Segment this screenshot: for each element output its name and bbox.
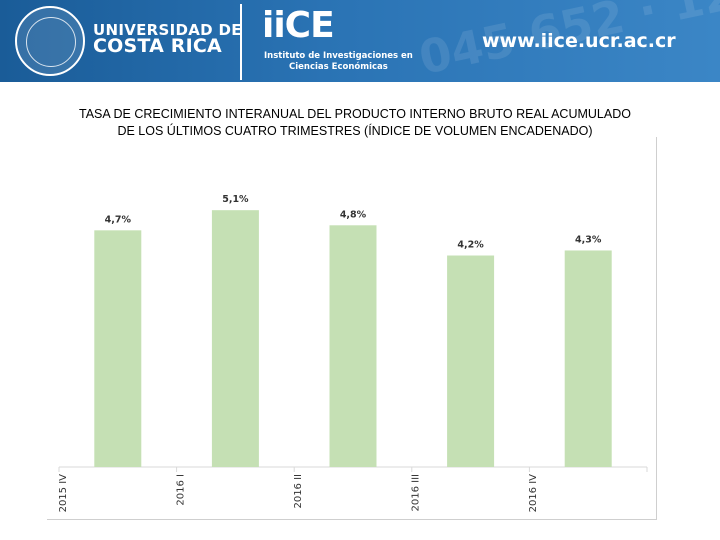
x-tick-label: 2015 IV — [58, 474, 69, 513]
bar-2016-iii — [447, 255, 495, 467]
bar-chart: 4,7% 2015 IV 5,1% 2016 I 4,8% 2016 II 4,2% 2016… — [58, 194, 648, 513]
bar-2015-iv — [94, 230, 142, 467]
university-name-line2: COSTA RICA — [93, 35, 222, 57]
iice-logo: iiCE — [262, 5, 335, 46]
institute-name-line2: Ciencias Económicas — [289, 62, 388, 72]
bar-2016-ii — [329, 225, 377, 467]
data-label: 4,7% — [105, 214, 132, 225]
data-label: 4,2% — [457, 240, 484, 251]
website-url: www.iice.ucr.ac.cr — [482, 30, 676, 52]
x-tick-label: 2016 II — [293, 474, 304, 509]
bar-2016-iv — [564, 250, 612, 467]
data-label: 5,1% — [222, 194, 249, 205]
chart-title: TASA DE CRECIMIENTO INTERANUAL DEL PRODU… — [79, 107, 631, 138]
chart-area: 4,7% 2015 IV 5,1% 2016 I 4,8% 2016 II 4,2% 2016… — [47, 137, 657, 520]
university-name-line1: UNIVERSIDAD DE — [93, 21, 242, 39]
header-banner: 045 652 · 129 · 10 UNIVERSIDAD DE COSTA … — [0, 0, 720, 82]
institute-name-line1: Instituto de Investigaciones en — [264, 51, 413, 61]
x-tick-label: 2016 I — [175, 474, 186, 506]
x-tick-label: 2016 III — [411, 474, 422, 511]
bar-2016-i — [211, 210, 259, 467]
data-label: 4,3% — [575, 234, 602, 245]
header-divider — [240, 4, 242, 80]
university-seal-icon — [15, 6, 85, 76]
x-tick-label: 2016 IV — [528, 474, 539, 513]
data-label: 4,8% — [340, 209, 367, 220]
